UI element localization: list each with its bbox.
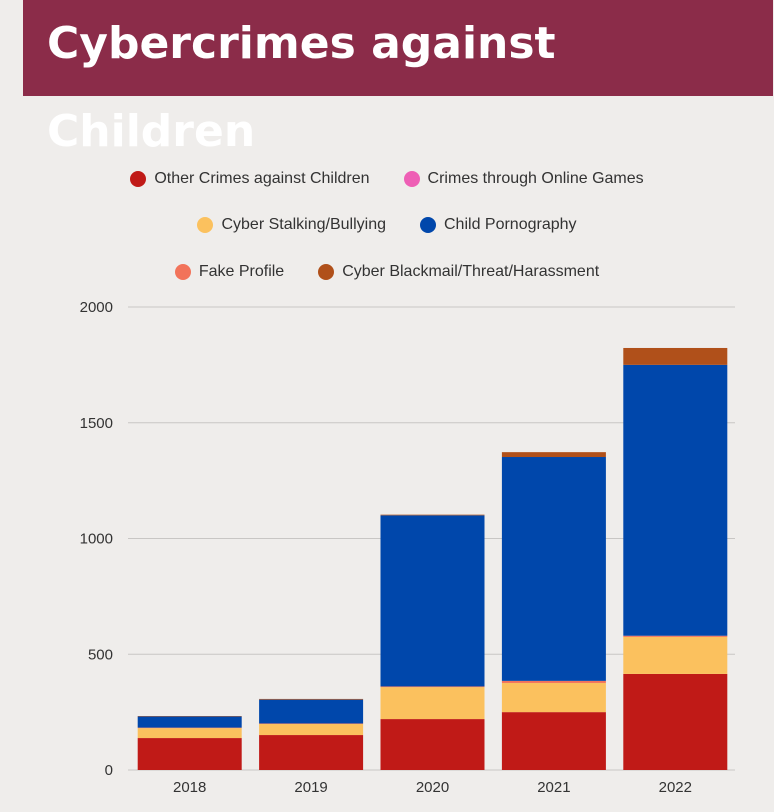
legend-row: Cyber Stalking/Bullying Child Pornography bbox=[0, 216, 774, 234]
legend-swatch bbox=[420, 217, 436, 233]
legend-item: Child Pornography bbox=[420, 216, 577, 234]
legend-label: Crimes through Online Games bbox=[427, 170, 644, 187]
legend-row: Other Crimes against Children Crimes thro… bbox=[0, 170, 774, 188]
bar-segment bbox=[501, 457, 606, 681]
legend-swatch bbox=[318, 264, 335, 280]
bar-segment bbox=[259, 698, 364, 700]
bar-segment bbox=[623, 364, 728, 636]
legend-label: Fake Profile bbox=[198, 263, 285, 280]
legend-item: Other Crimes against Children bbox=[130, 170, 370, 188]
legend-label: Cyber Stalking/Bullying bbox=[221, 216, 386, 233]
bar-segment bbox=[380, 514, 485, 516]
bar-segment bbox=[137, 728, 242, 739]
legend-label: Cyber Blackmail/Threat/Harassment bbox=[342, 263, 600, 280]
legend-label: Other Crimes against Children bbox=[154, 170, 370, 187]
bar-segment bbox=[380, 686, 485, 688]
bar-segment bbox=[623, 635, 728, 637]
x-tick-label: 2020 bbox=[416, 779, 449, 796]
bar-segment bbox=[380, 719, 485, 770]
legend-label: Child Pornography bbox=[444, 216, 577, 233]
legend-swatch bbox=[403, 171, 420, 187]
legend-swatch bbox=[174, 264, 191, 280]
bar-segment bbox=[501, 712, 606, 770]
x-tick-label: 2018 bbox=[173, 779, 206, 796]
bar-segment bbox=[259, 699, 364, 724]
y-tick-label: 0 bbox=[105, 762, 113, 779]
legend-item: Fake Profile bbox=[174, 263, 285, 281]
bar-segment bbox=[501, 682, 606, 713]
legend-item: Crimes through Online Games bbox=[403, 170, 644, 188]
y-tick-label: 1000 bbox=[80, 531, 113, 548]
bar-segment bbox=[501, 452, 606, 458]
bar-segment bbox=[259, 723, 364, 736]
bar-segment bbox=[623, 636, 728, 674]
legend-row: Fake Profile Cyber Blackmail/Threat/Haras… bbox=[0, 263, 774, 281]
bar-segment bbox=[380, 687, 485, 720]
x-tick-label: 2022 bbox=[659, 779, 692, 796]
bar-segment bbox=[259, 735, 364, 770]
bar-segment bbox=[501, 680, 606, 683]
y-tick-label: 500 bbox=[88, 646, 113, 663]
legend-item: Cyber Blackmail/Threat/Harassment bbox=[318, 263, 599, 281]
bar-segment bbox=[623, 673, 728, 770]
x-tick-label: 2021 bbox=[537, 779, 570, 796]
bar-segment bbox=[380, 515, 485, 687]
legend-swatch bbox=[130, 171, 147, 187]
legend-swatch bbox=[197, 217, 214, 233]
bar-segment bbox=[137, 716, 242, 728]
bar-segment bbox=[137, 738, 242, 770]
y-tick-label: 2000 bbox=[80, 299, 113, 316]
y-tick-label: 1500 bbox=[80, 415, 113, 432]
chart-title: Cybercrimes against Children bbox=[23, 0, 773, 157]
bar-segment bbox=[623, 347, 728, 365]
legend-item: Cyber Stalking/Bullying bbox=[197, 216, 386, 234]
x-tick-label: 2019 bbox=[294, 779, 327, 796]
